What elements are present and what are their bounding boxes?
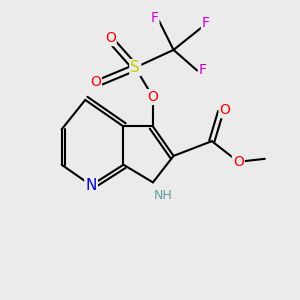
Text: O: O: [220, 103, 230, 117]
Text: F: F: [150, 11, 158, 25]
Text: O: O: [105, 31, 116, 45]
Text: O: O: [90, 75, 101, 89]
Text: S: S: [130, 60, 140, 75]
Text: NH: NH: [154, 189, 172, 202]
Text: O: O: [233, 155, 244, 169]
Text: O: O: [148, 90, 158, 104]
Text: F: F: [202, 16, 210, 30]
Text: N: N: [85, 178, 97, 193]
Text: F: F: [199, 64, 207, 77]
